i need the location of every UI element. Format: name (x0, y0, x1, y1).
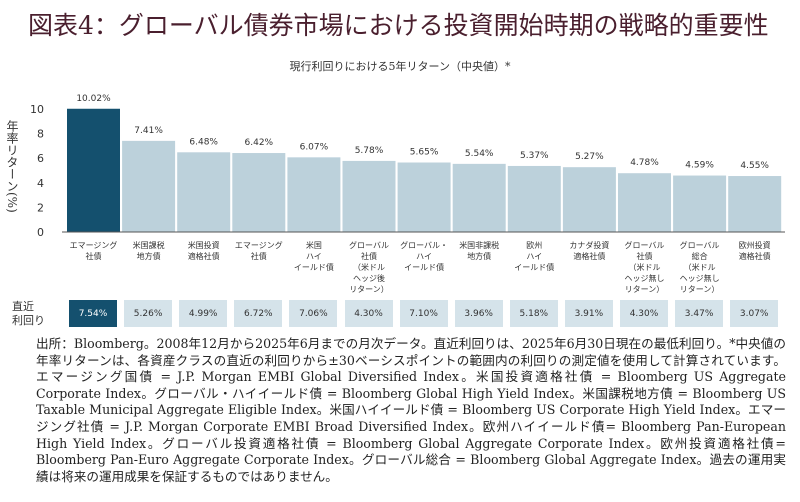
current-yield-value: 7.06% (289, 300, 338, 327)
data-label: 4.78% (630, 158, 659, 168)
current-yield-value: 3.96% (454, 300, 503, 327)
chart-subtitle: 現行利回りにおける5年リターン（中央値）* (289, 60, 511, 73)
data-label: 6.42% (245, 138, 274, 148)
current-yield-value: 4.30% (344, 300, 393, 327)
category-label: 米国課税 地方債 (132, 241, 165, 261)
data-label: 4.55% (740, 161, 769, 171)
bar (507, 165, 561, 232)
category-label: グローバル 総合 （米ドル ヘッジ無し リターン） (679, 241, 720, 294)
current-yield-value: 4.99% (179, 300, 228, 327)
current-yield-label: 直近 利回り (12, 300, 45, 327)
current-yield-value: 3.91% (564, 300, 613, 327)
current-yield-value: 3.47% (675, 300, 724, 327)
bar (618, 173, 671, 232)
category-label: 米国 ハイ イールド債 (293, 241, 334, 272)
bar (728, 176, 782, 232)
bar (673, 175, 727, 232)
y-tick-label: 0 (37, 226, 44, 239)
y-tick-label: 6 (37, 152, 44, 165)
bar (122, 140, 176, 232)
y-tick-label: 8 (37, 128, 44, 141)
y-tick-label: 10 (30, 103, 44, 116)
category-label: エマージング 社債 (234, 241, 283, 261)
data-label: 5.37% (520, 151, 549, 161)
category-label: グローバル 社債 （米ドル ヘッジ無し リターン） (624, 241, 665, 294)
category-label: 米国非課税 地方債 (459, 241, 500, 261)
data-label: 4.59% (685, 161, 714, 171)
category-label: カナダ投資 適格社債 (569, 241, 610, 261)
bar (67, 108, 120, 232)
category-label: グローバル 社債 （米ドル ヘッジ後 リターン） (349, 241, 389, 294)
current-yield-value: 5.26% (124, 300, 173, 327)
y-tick-label: 2 (37, 201, 44, 214)
data-label: 6.07% (300, 142, 329, 152)
current-yield-value: 7.54% (69, 300, 117, 327)
bar (177, 152, 231, 232)
bar (287, 157, 341, 232)
category-label: 米国投資 適格社債 (187, 241, 220, 261)
data-label: 10.02% (76, 94, 111, 104)
bar (232, 153, 286, 232)
current-yield-value: 6.72% (234, 300, 283, 327)
bar (342, 160, 396, 232)
figure-title: 図表4：グローバル債券市場における投資開始時期の戦略的重要性 (28, 11, 769, 40)
bar (452, 163, 506, 232)
y-axis-label: 年率リターン(%) (5, 120, 19, 213)
bar (562, 167, 616, 232)
category-label: エマージング 社債 (69, 241, 118, 261)
bar-chart: 0 2 4 6 8 10 10.02% 7.41% 6.48% 6.42% 6.07% 5.78% 5.… (30, 94, 785, 239)
bar (397, 162, 451, 232)
data-label: 6.48% (189, 137, 218, 147)
data-label: 5.54% (465, 149, 494, 159)
current-yield-value: 3.07% (730, 300, 779, 327)
data-label: 7.41% (134, 126, 163, 136)
category-label: 欧州 ハイ イールド債 (514, 241, 555, 272)
data-label: 5.78% (355, 146, 384, 156)
category-label: グローバル・ ハイ イールド債 (400, 241, 449, 272)
current-yield-value: 4.30% (620, 300, 668, 327)
y-tick-label: 4 (37, 177, 44, 190)
data-label: 5.27% (575, 152, 604, 162)
category-label: 欧州投資 適格社債 (738, 241, 771, 261)
current-yield-value: 5.18% (509, 300, 558, 327)
current-yield-value: 7.10% (399, 300, 448, 327)
footnote: 出所：Bloomberg。2008年12月から2025年6月までの月次データ。直… (36, 336, 786, 484)
data-label: 5.65% (410, 148, 439, 158)
